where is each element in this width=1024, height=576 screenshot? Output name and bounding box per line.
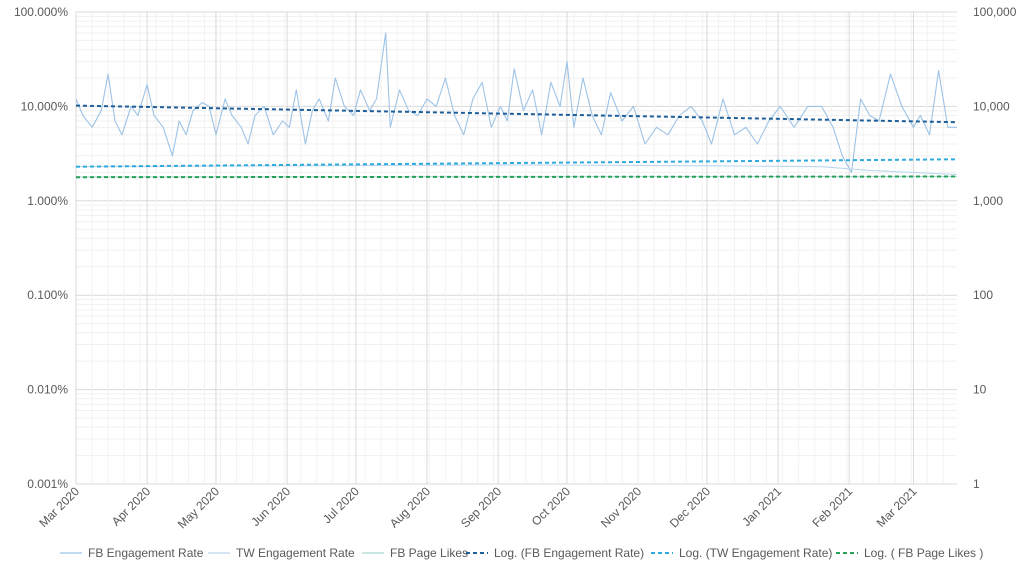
- legend: FB Engagement Rate TW Engagement Rate FB P…: [60, 546, 983, 560]
- x-tick-label: Jan 2021: [739, 484, 784, 529]
- right-tick-label: 100: [973, 288, 993, 302]
- right-tick-label: 1: [973, 477, 980, 491]
- legend-label: Log. (TW Engagement Rate): [679, 546, 832, 560]
- right-tick-label: 100,000: [973, 5, 1017, 19]
- x-tick-label: Dec 2020: [667, 484, 713, 530]
- x-tick-label: Mar 2021: [874, 484, 920, 530]
- x-tick-label: Nov 2020: [598, 484, 644, 530]
- legend-label: Log. (FB Engagement Rate): [494, 546, 644, 560]
- x-tick-label: Aug 2020: [387, 484, 433, 530]
- series-line: [75, 32, 957, 173]
- x-tick-label: Apr 2020: [109, 484, 154, 529]
- left-tick-label: 100.000%: [14, 5, 68, 19]
- left-tick-label: 1.000%: [27, 194, 68, 208]
- right-tick-label: 1,000: [973, 194, 1003, 208]
- x-tick-label: Jul 2020: [320, 484, 362, 526]
- series-line: [75, 164, 958, 176]
- right-tick-label: 10,000: [973, 99, 1010, 113]
- x-tick-label: May 2020: [175, 484, 222, 531]
- x-tick-label: Jun 2020: [248, 484, 293, 529]
- x-tick-label: Sep 2020: [458, 484, 504, 530]
- series-line: [75, 104, 958, 124]
- left-tick-label: 0.100%: [27, 288, 68, 302]
- legend-label: FB Engagement Rate: [88, 546, 204, 560]
- legend-label: TW Engagement Rate: [236, 546, 355, 560]
- chart-grid: [75, 11, 957, 485]
- legend-label: FB Page Likes: [390, 546, 468, 560]
- x-tick-label: Oct 2020: [529, 484, 574, 529]
- right-axis: 100,000 10,000 1,000 100 10 1: [973, 5, 1017, 491]
- x-tick-label: Feb 2021: [810, 484, 856, 530]
- right-tick-label: 10: [973, 383, 987, 397]
- left-axis: 100.000% 10.000% 1.000% 0.100% 0.010% 0.001%: [14, 5, 68, 491]
- left-tick-label: 0.001%: [27, 477, 68, 491]
- series-layer: [75, 32, 958, 179]
- left-tick-label: 10.000%: [21, 99, 69, 113]
- legend-label: Log. ( FB Page Likes ): [864, 546, 983, 560]
- x-axis: Mar 2020 Apr 2020 May 2020 Jun 2020 Jul 2020…: [36, 484, 919, 531]
- left-tick-label: 0.010%: [27, 383, 68, 397]
